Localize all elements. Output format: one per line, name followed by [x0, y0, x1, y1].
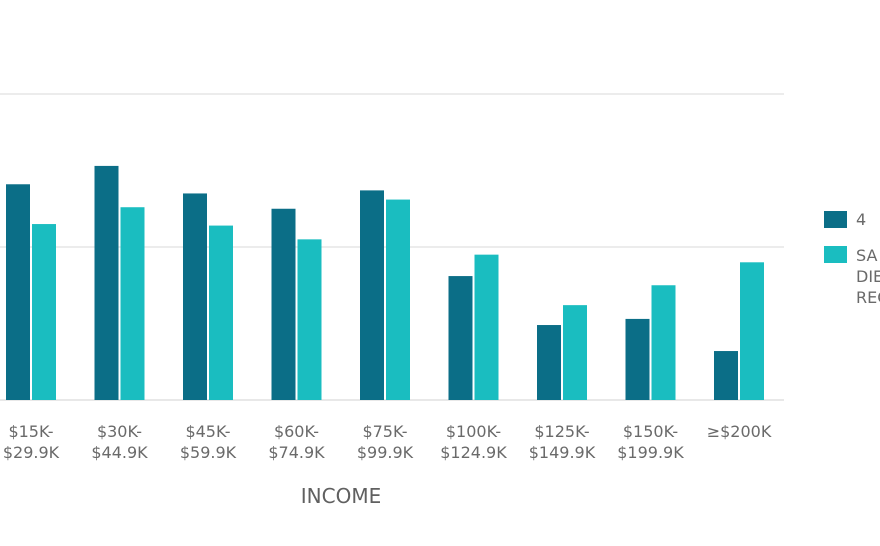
x-tick-label: $74.9K: [268, 443, 325, 462]
bar-series-2-8: [651, 285, 676, 400]
legend-label-series-2: DIE: [856, 267, 880, 286]
bar-series-2-9: [740, 262, 764, 400]
x-tick-label: $125K-: [534, 422, 589, 441]
x-tick-label: ≥$200K: [707, 422, 772, 441]
x-tick-label: $15K-: [8, 422, 53, 441]
bar-series-2-6: [474, 254, 499, 400]
x-tick-label: $149.9K: [529, 443, 596, 462]
x-tick-label: $99.9K: [357, 443, 414, 462]
bar-series-1-8: [625, 318, 650, 400]
bar-series-2-5: [386, 199, 410, 400]
x-axis-title: INCOME: [301, 484, 381, 508]
bar-series-2-7: [563, 305, 587, 400]
x-tick-label: $30K-: [97, 422, 142, 441]
x-tick-labels: $15K- $29.9K $30K- $44.9K $45K- $59.9K $60K- $7…: [3, 422, 772, 462]
bar-series-2-4: [297, 239, 322, 400]
x-tick-label: $100K-: [446, 422, 501, 441]
x-tick-label: $59.9K: [180, 443, 237, 462]
bars: [6, 165, 764, 400]
bar-series-2-1: [32, 224, 56, 400]
legend-swatch-series-2: [824, 246, 847, 263]
bar-series-1-5: [360, 190, 384, 400]
bar-series-1-1: [6, 184, 30, 400]
legend-label-series-2: SA: [856, 246, 877, 265]
x-tick-label: $75K-: [362, 422, 407, 441]
legend-label-series-1: 4: [856, 210, 866, 229]
bar-series-2-2: [120, 207, 145, 400]
x-tick-label: $124.9K: [440, 443, 507, 462]
bar-series-1-9: [714, 351, 738, 400]
x-tick-label: $45K-: [185, 422, 230, 441]
bar-series-1-3: [183, 193, 207, 400]
bar-series-1-7: [537, 325, 561, 400]
x-tick-label: $199.9K: [617, 443, 684, 462]
bar-series-1-4: [271, 208, 296, 400]
legend-swatch-series-1: [824, 211, 847, 228]
legend: 4 SA DIE REC: [824, 210, 880, 307]
x-tick-label: $29.9K: [3, 443, 60, 462]
x-tick-label: $150K-: [623, 422, 678, 441]
legend-label-series-2: REC: [856, 288, 880, 307]
x-tick-label: $44.9K: [91, 443, 148, 462]
x-tick-label: $60K-: [274, 422, 319, 441]
bar-series-1-2: [94, 165, 119, 400]
bar-series-1-6: [448, 276, 473, 400]
bar-series-2-3: [209, 225, 233, 400]
